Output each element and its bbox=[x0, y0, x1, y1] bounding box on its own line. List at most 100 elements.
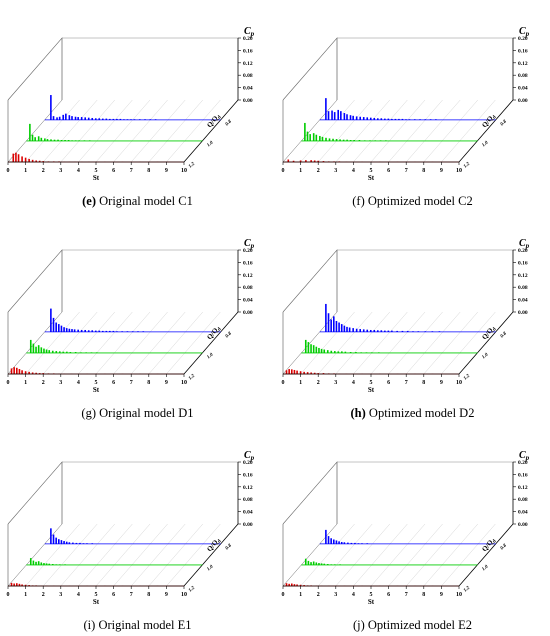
z-tick-label: 0.20 bbox=[518, 248, 528, 254]
x-tick-label: 7 bbox=[130, 592, 133, 598]
x-tick-label: 1 bbox=[299, 380, 302, 386]
floor-gridline bbox=[131, 99, 186, 163]
floor-gridline bbox=[113, 523, 168, 587]
z-axis-label: Cp bbox=[519, 26, 530, 38]
floor-gridline bbox=[131, 311, 186, 375]
x-tick-label: 4 bbox=[352, 592, 355, 598]
x-tick-label: 3 bbox=[59, 592, 62, 598]
z-axis-label: Cp bbox=[244, 450, 255, 462]
x-tick-label: 8 bbox=[147, 380, 150, 386]
x-tick-label: 10 bbox=[456, 592, 462, 598]
caption-letter-j: (j) bbox=[352, 618, 365, 632]
caption-letter-h: (h) bbox=[350, 406, 366, 420]
x-tick-label: 7 bbox=[130, 168, 133, 174]
floor-gridline bbox=[78, 99, 133, 163]
x-tick-label: 5 bbox=[370, 380, 373, 386]
z-tick-label: 0.00 bbox=[243, 98, 253, 104]
depth-axis-line bbox=[183, 311, 239, 375]
x-tick-label: 1 bbox=[299, 168, 302, 174]
z-tick-label: 0.20 bbox=[518, 36, 528, 42]
z-axis-label: Cp bbox=[244, 238, 255, 250]
caption-text-h: Optimized model D2 bbox=[368, 406, 475, 420]
depth-axis-label-subscript: d bbox=[217, 115, 223, 121]
x-tick-label: 8 bbox=[422, 168, 425, 174]
floor-gridline bbox=[43, 523, 98, 587]
floor-gridline bbox=[406, 311, 461, 375]
z-tick-label: 0.04 bbox=[243, 298, 253, 304]
z-tick-label: 0.12 bbox=[518, 273, 528, 279]
floor-gridline bbox=[131, 523, 186, 587]
z-axis-label-subscript: p bbox=[250, 454, 255, 462]
x-tick-label: 9 bbox=[440, 592, 443, 598]
floor-gridline bbox=[43, 99, 98, 163]
x-tick-label: 2 bbox=[317, 592, 320, 598]
floor-gridline bbox=[95, 99, 151, 163]
left-wall-edge bbox=[282, 461, 338, 525]
z-tick-label: 0.20 bbox=[518, 460, 528, 466]
chart-panel-i: 0.20 0.16 0.12 0.08 0.04 0.00 Cp 0.8 1.0 1.2 0 1 2 3 4… bbox=[0, 424, 275, 636]
z-tick-label: 0.12 bbox=[518, 61, 528, 67]
x-tick-label: 0 bbox=[7, 380, 10, 386]
z-tick-label: 0.00 bbox=[518, 310, 528, 316]
x-tick-label: 10 bbox=[181, 380, 187, 386]
z-tick-label: 0.16 bbox=[243, 260, 253, 266]
depth-tick-label: 1.2 bbox=[188, 161, 196, 169]
z-axis-label: Cp bbox=[519, 238, 530, 250]
depth-tick-label: 0.8 bbox=[225, 543, 233, 551]
z-axis-label-subscript: p bbox=[525, 242, 530, 250]
caption-text-e: Original model C1 bbox=[99, 194, 193, 208]
x-tick-label: 6 bbox=[112, 168, 115, 174]
z-tick-label: 0.08 bbox=[518, 285, 528, 291]
depth-tick-label: 1.2 bbox=[463, 585, 471, 593]
depth-tick-label: 1.2 bbox=[463, 373, 471, 381]
depth-tick-label: 1.0 bbox=[481, 352, 489, 360]
x-tick-label: 10 bbox=[181, 168, 187, 174]
x-tick-label: 8 bbox=[147, 592, 150, 598]
chart-panel-h: 0.20 0.16 0.12 0.08 0.04 0.00 Cp 0.8 1.0 1.2 0 1 2 3 4… bbox=[275, 212, 550, 424]
depth-axis-line bbox=[183, 99, 239, 163]
floor-gridline bbox=[300, 523, 355, 587]
floor-gridline bbox=[423, 523, 478, 587]
floor-gridline bbox=[318, 523, 373, 587]
x-axis-label: St bbox=[93, 598, 100, 606]
floor-gridline bbox=[25, 523, 80, 587]
x-tick-label: 6 bbox=[387, 168, 390, 174]
z-tick-label: 0.00 bbox=[518, 98, 528, 104]
depth-axis-line bbox=[458, 99, 514, 163]
floor-gridline bbox=[60, 311, 115, 375]
x-tick-label: 9 bbox=[440, 380, 443, 386]
x-tick-label: 2 bbox=[42, 380, 45, 386]
x-tick-label: 2 bbox=[317, 168, 320, 174]
z-tick-label: 0.00 bbox=[243, 522, 253, 528]
x-tick-label: 3 bbox=[59, 168, 62, 174]
chart-panel-g: 0.20 0.16 0.12 0.08 0.04 0.00 Cp 0.8 1.0 1.2 0 1 2 3 4… bbox=[0, 212, 275, 424]
x-tick-label: 9 bbox=[165, 380, 168, 386]
floor-gridline bbox=[148, 99, 203, 163]
caption-letter-e: (e) bbox=[82, 194, 96, 208]
z-axis-label: Cp bbox=[519, 450, 530, 462]
x-tick-label: 10 bbox=[181, 592, 187, 598]
floor-gridline bbox=[423, 311, 478, 375]
chart-caption-g: (g) Original model D1 bbox=[0, 406, 275, 421]
floor-gridline bbox=[423, 99, 478, 163]
floor-gridline bbox=[441, 99, 496, 163]
z-tick-label: 0.08 bbox=[518, 73, 528, 79]
x-tick-label: 1 bbox=[24, 168, 27, 174]
x-axis-label: St bbox=[368, 174, 375, 182]
floor-gridline bbox=[388, 311, 443, 375]
chart-plot-f: 0.20 0.16 0.12 0.08 0.04 0.00 Cp 0.8 1.0 1.2 0 1 2 3 4… bbox=[282, 26, 530, 182]
x-tick-label: 1 bbox=[24, 592, 27, 598]
depth-axis-label-subscript: d bbox=[492, 539, 498, 545]
x-tick-label: 2 bbox=[42, 592, 45, 598]
x-tick-label: 4 bbox=[77, 592, 80, 598]
floor-gridline bbox=[335, 311, 390, 375]
floor-gridline bbox=[166, 99, 221, 163]
left-wall-edge bbox=[7, 461, 63, 525]
x-tick-label: 7 bbox=[405, 380, 408, 386]
x-tick-label: 5 bbox=[370, 592, 373, 598]
floor-gridline bbox=[60, 99, 115, 163]
depth-tick-label: 0.8 bbox=[500, 119, 508, 127]
chart-caption-e: (e) Original model C1 bbox=[0, 194, 275, 209]
floor-gridline bbox=[441, 523, 496, 587]
z-tick-label: 0.16 bbox=[518, 472, 528, 478]
